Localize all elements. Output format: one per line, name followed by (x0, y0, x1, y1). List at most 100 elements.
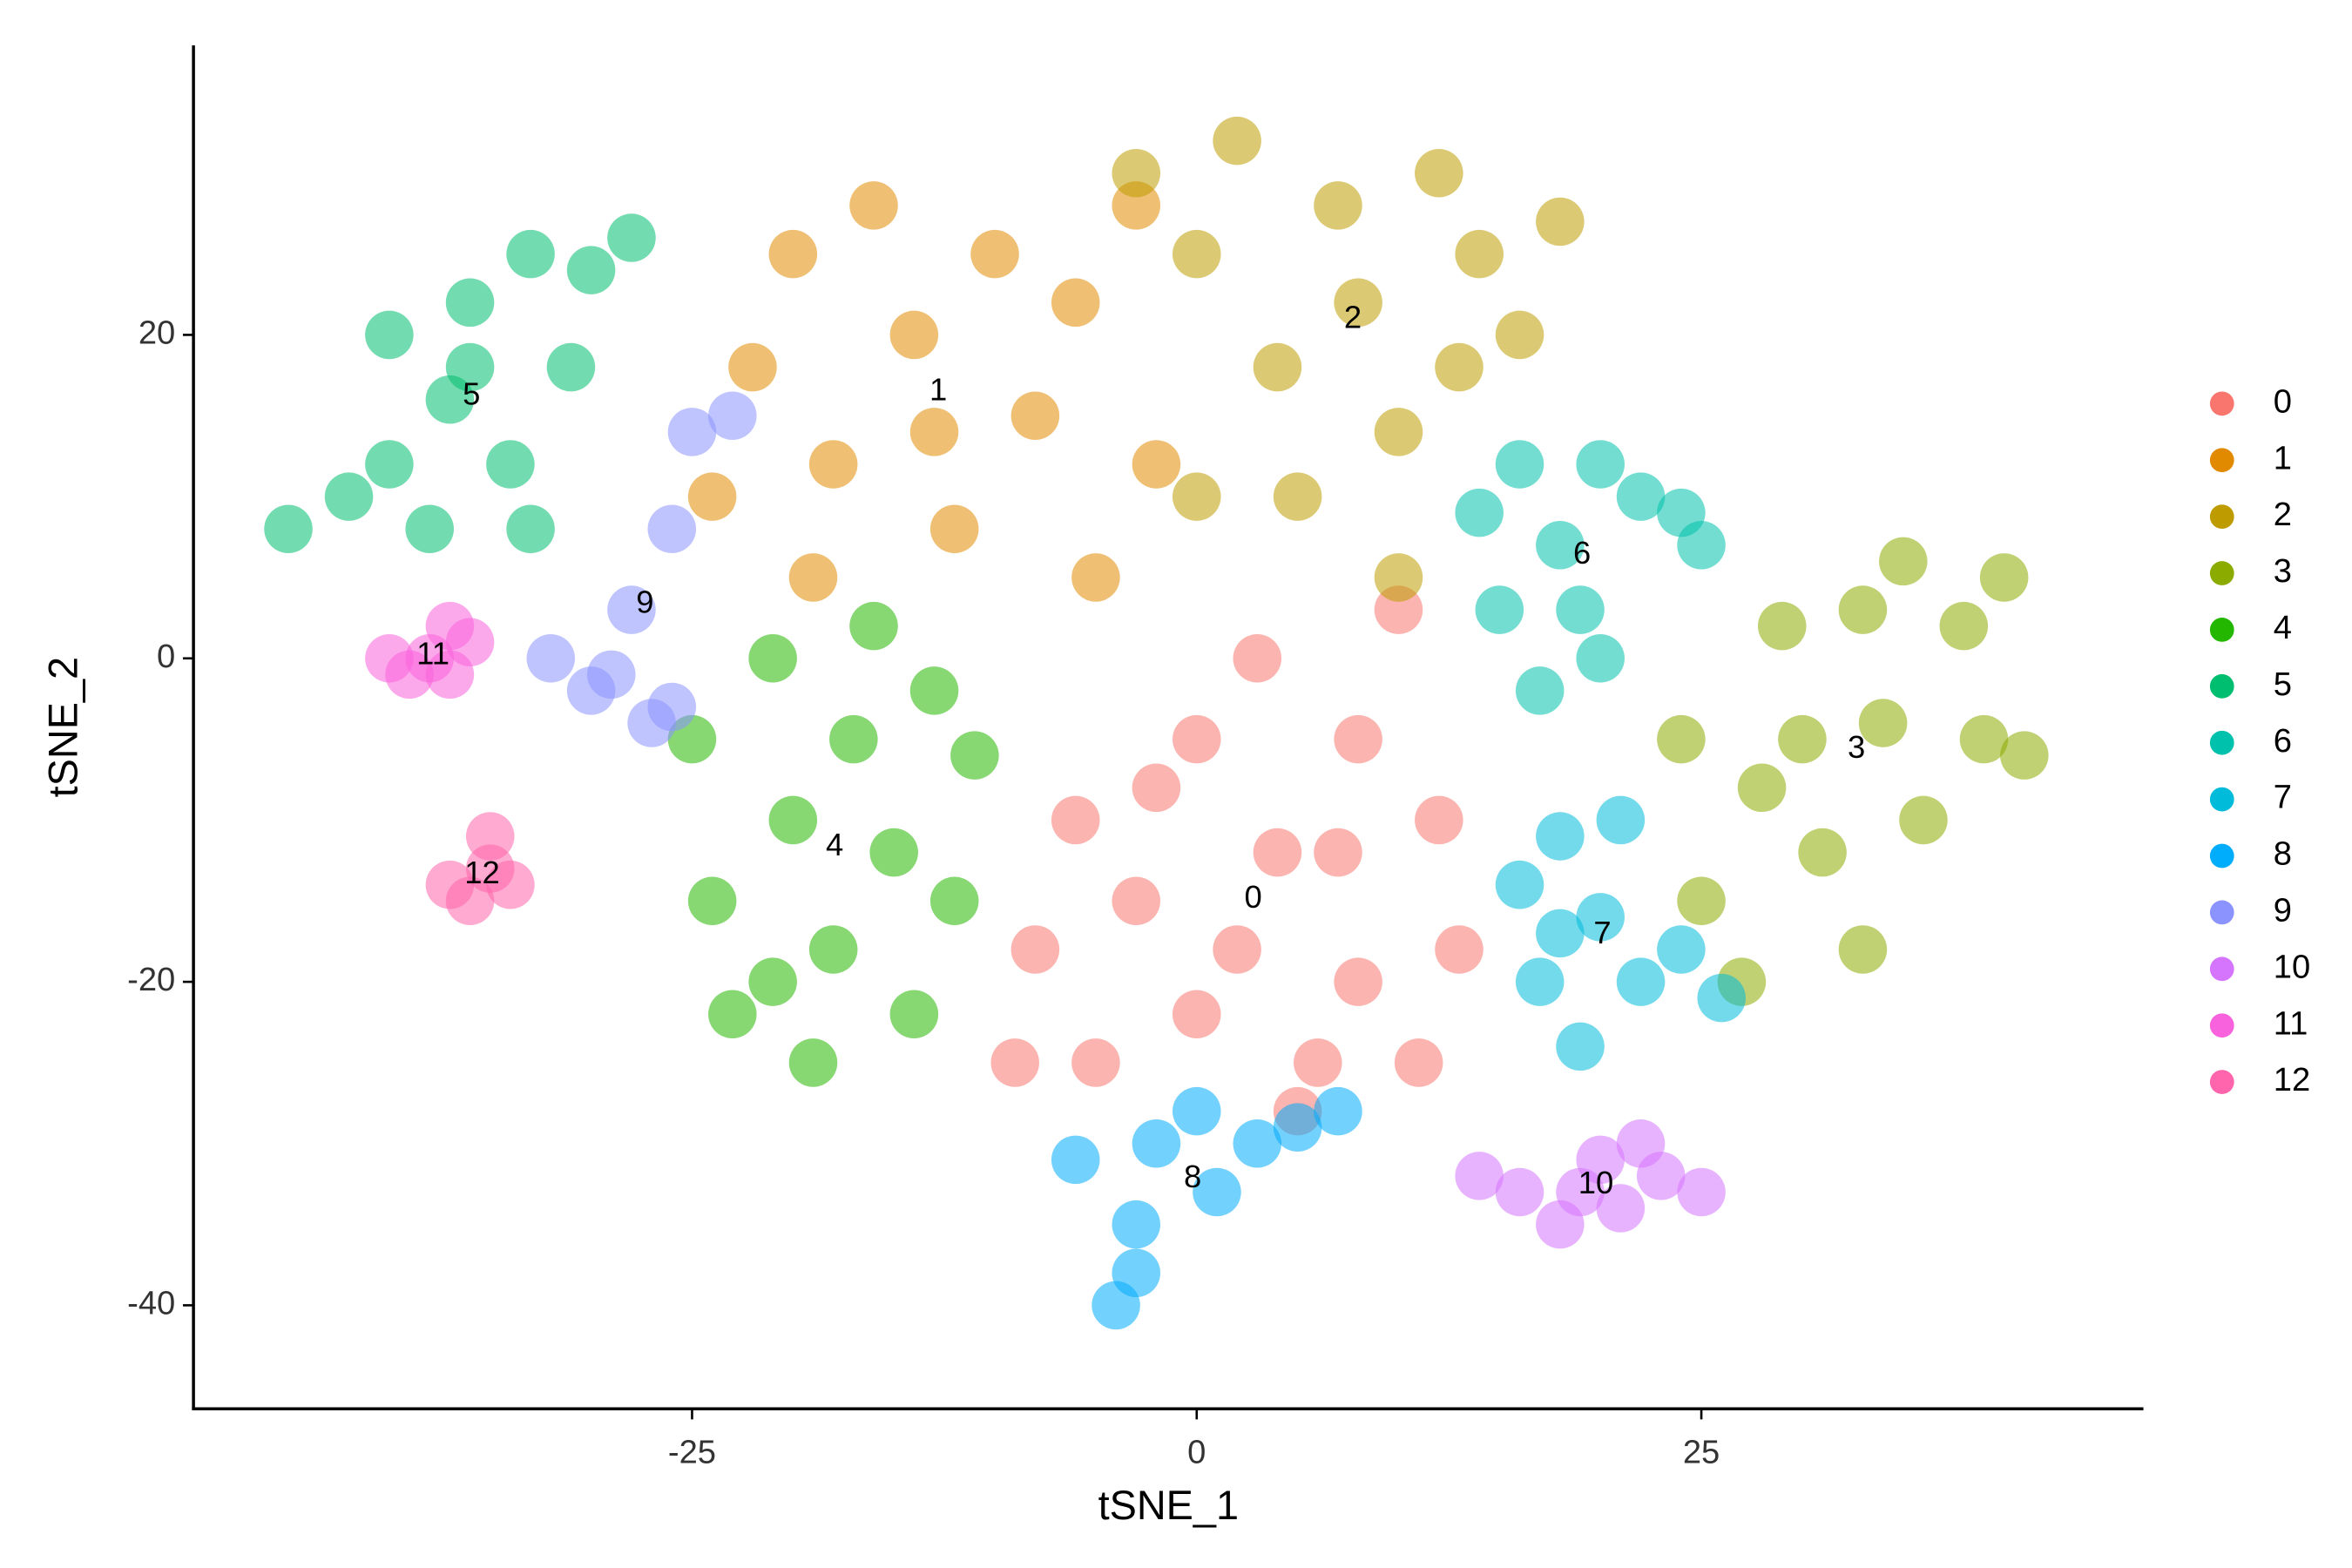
point (1112, 1200, 1161, 1249)
point (425, 601, 475, 651)
x-tick-label: -25 (668, 1433, 716, 1470)
point (1858, 699, 1908, 747)
point (1596, 1184, 1646, 1233)
point (748, 633, 797, 683)
point (808, 925, 858, 974)
point (1556, 585, 1605, 634)
point (1233, 1119, 1282, 1168)
cluster-label: 2 (1344, 300, 1362, 335)
point (1879, 537, 1928, 586)
legend-label: 10 (2274, 948, 2310, 985)
legend-label: 6 (2274, 722, 2292, 760)
point (365, 310, 414, 360)
point (929, 876, 979, 926)
point (990, 1038, 1039, 1087)
point (1051, 795, 1100, 845)
point (1576, 893, 1625, 942)
point (1515, 666, 1565, 715)
y-tick-label: 20 (139, 314, 175, 352)
legend-label: 12 (2274, 1061, 2310, 1098)
point (728, 342, 777, 392)
point (1495, 860, 1544, 909)
point (667, 408, 717, 456)
point (1173, 990, 1221, 1038)
point (607, 585, 656, 634)
point (1374, 553, 1423, 602)
point (506, 504, 555, 553)
point (808, 440, 858, 489)
point (1233, 633, 1282, 683)
legend-marker (2209, 448, 2234, 473)
point (1273, 1103, 1322, 1152)
point (1112, 148, 1161, 198)
point (1051, 1135, 1100, 1185)
legend-label: 0 (2274, 382, 2292, 420)
point (1132, 763, 1181, 813)
point (647, 504, 697, 553)
point (929, 504, 979, 553)
legend-label: 4 (2274, 609, 2292, 646)
point (1273, 472, 1322, 521)
point (869, 828, 918, 877)
legend-marker (2209, 1070, 2234, 1094)
point (1173, 714, 1221, 764)
legend-label: 9 (2274, 891, 2292, 929)
point (1455, 1152, 1504, 1200)
point (1596, 795, 1646, 845)
point (546, 342, 596, 392)
point (486, 440, 535, 489)
point (486, 860, 535, 909)
cluster-label: 8 (1184, 1159, 1201, 1194)
x-tick-label: 0 (1187, 1433, 1206, 1470)
point (1495, 1167, 1544, 1217)
point (1515, 957, 1565, 1006)
point (950, 731, 999, 780)
x-tick-label: 25 (1683, 1433, 1720, 1470)
point (909, 408, 959, 456)
point (1435, 342, 1484, 392)
point (768, 229, 818, 279)
point (1051, 278, 1100, 328)
point (1697, 973, 1747, 1023)
point (1798, 828, 1847, 877)
cluster-label: 11 (416, 635, 449, 671)
point (1132, 440, 1181, 489)
point (1415, 795, 1463, 845)
point (1959, 714, 2009, 764)
point (1314, 1086, 1362, 1136)
legend-label: 8 (2274, 835, 2292, 873)
point (445, 278, 495, 328)
point (1838, 585, 1888, 634)
point (1556, 1167, 1605, 1217)
cluster-label: 10 (1578, 1165, 1614, 1200)
point (1616, 957, 1666, 1006)
point (1838, 925, 1888, 974)
point (1334, 714, 1382, 764)
point (1536, 197, 1585, 247)
point (647, 682, 697, 732)
legend-label: 5 (2274, 666, 2292, 703)
legend-marker (2209, 730, 2234, 755)
point (1253, 342, 1302, 392)
y-tick-label: -20 (127, 961, 175, 998)
point (1778, 714, 1827, 764)
point (849, 181, 898, 230)
point (526, 633, 576, 683)
point (1536, 521, 1585, 570)
point (324, 472, 374, 521)
point (1556, 1022, 1605, 1071)
point (1334, 957, 1382, 1006)
point (970, 229, 1019, 279)
point (687, 876, 737, 926)
y-tick-label: -40 (127, 1285, 175, 1322)
legend-marker (2209, 900, 2234, 925)
point (1536, 909, 1585, 958)
point (1294, 1038, 1342, 1087)
point (1455, 488, 1504, 537)
point (566, 246, 616, 294)
point (1415, 148, 1463, 198)
point (768, 795, 818, 845)
point (506, 229, 555, 279)
point (1677, 521, 1726, 570)
